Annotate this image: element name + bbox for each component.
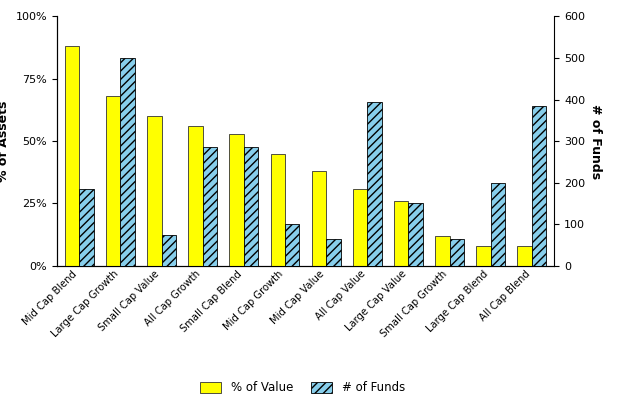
- Bar: [517, 246, 532, 266]
- Bar: [285, 224, 299, 266]
- Bar: [491, 183, 505, 266]
- Bar: [532, 106, 546, 266]
- Bar: [79, 189, 94, 266]
- Bar: [203, 147, 217, 266]
- Bar: [120, 58, 135, 266]
- Bar: [476, 246, 491, 266]
- Bar: [435, 236, 450, 266]
- Legend: % of Value, # of Funds: % of Value, # of Funds: [195, 377, 410, 399]
- Bar: [188, 126, 203, 266]
- Bar: [450, 239, 464, 266]
- Bar: [353, 189, 367, 266]
- Y-axis label: % of Assets: % of Assets: [0, 101, 10, 182]
- Bar: [147, 116, 161, 266]
- Bar: [271, 153, 285, 266]
- Bar: [65, 46, 79, 266]
- Bar: [408, 204, 423, 266]
- Bar: [229, 134, 244, 266]
- Bar: [326, 239, 340, 266]
- Bar: [312, 171, 326, 266]
- Bar: [394, 201, 408, 266]
- Y-axis label: # of Funds: # of Funds: [589, 103, 602, 179]
- Bar: [106, 96, 120, 266]
- Bar: [244, 147, 258, 266]
- Bar: [367, 101, 382, 266]
- Bar: [161, 235, 176, 266]
